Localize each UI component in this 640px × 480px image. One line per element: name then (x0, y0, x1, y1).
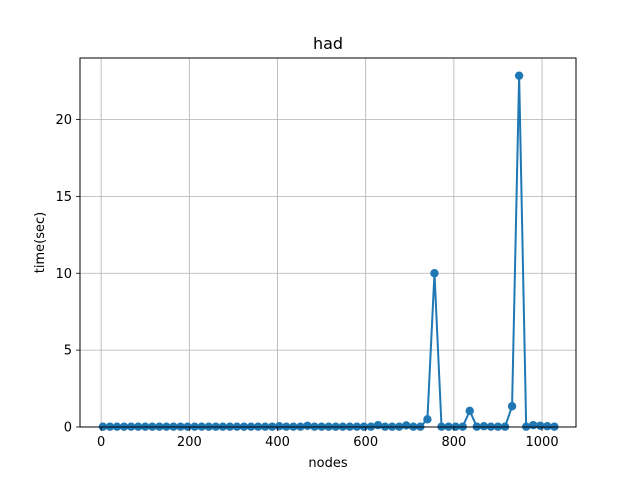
x-tick-label: 0 (97, 435, 105, 450)
data-point (479, 422, 489, 431)
data-point (373, 420, 383, 430)
data-point (507, 402, 517, 411)
plot-frame (79, 57, 577, 428)
y-axis-label: time(sec) (33, 212, 48, 273)
data-point (423, 415, 432, 424)
chart-title: had (313, 34, 343, 53)
y-tick-label: 15 (55, 190, 72, 205)
data-point (465, 406, 474, 416)
data-point (430, 269, 439, 278)
data-point (543, 422, 552, 431)
data-point (402, 421, 411, 430)
ticks: 0 200 400 600 800 1000 0 5 10 15 20 (55, 113, 558, 450)
x-tick-label: 1000 (526, 435, 559, 450)
y-tick-label: 20 (55, 113, 72, 128)
y-tick-label: 5 (64, 344, 72, 359)
x-tick-label: 200 (177, 435, 202, 450)
data-point (303, 421, 312, 430)
x-axis-label: nodes (308, 456, 347, 471)
x-tick-label: 800 (441, 435, 466, 450)
data-point (514, 71, 524, 80)
x-tick-label: 600 (353, 435, 378, 450)
y-tick-label: 0 (64, 421, 72, 436)
x-tick-label: 400 (265, 435, 290, 450)
y-tick-label: 10 (55, 267, 72, 282)
